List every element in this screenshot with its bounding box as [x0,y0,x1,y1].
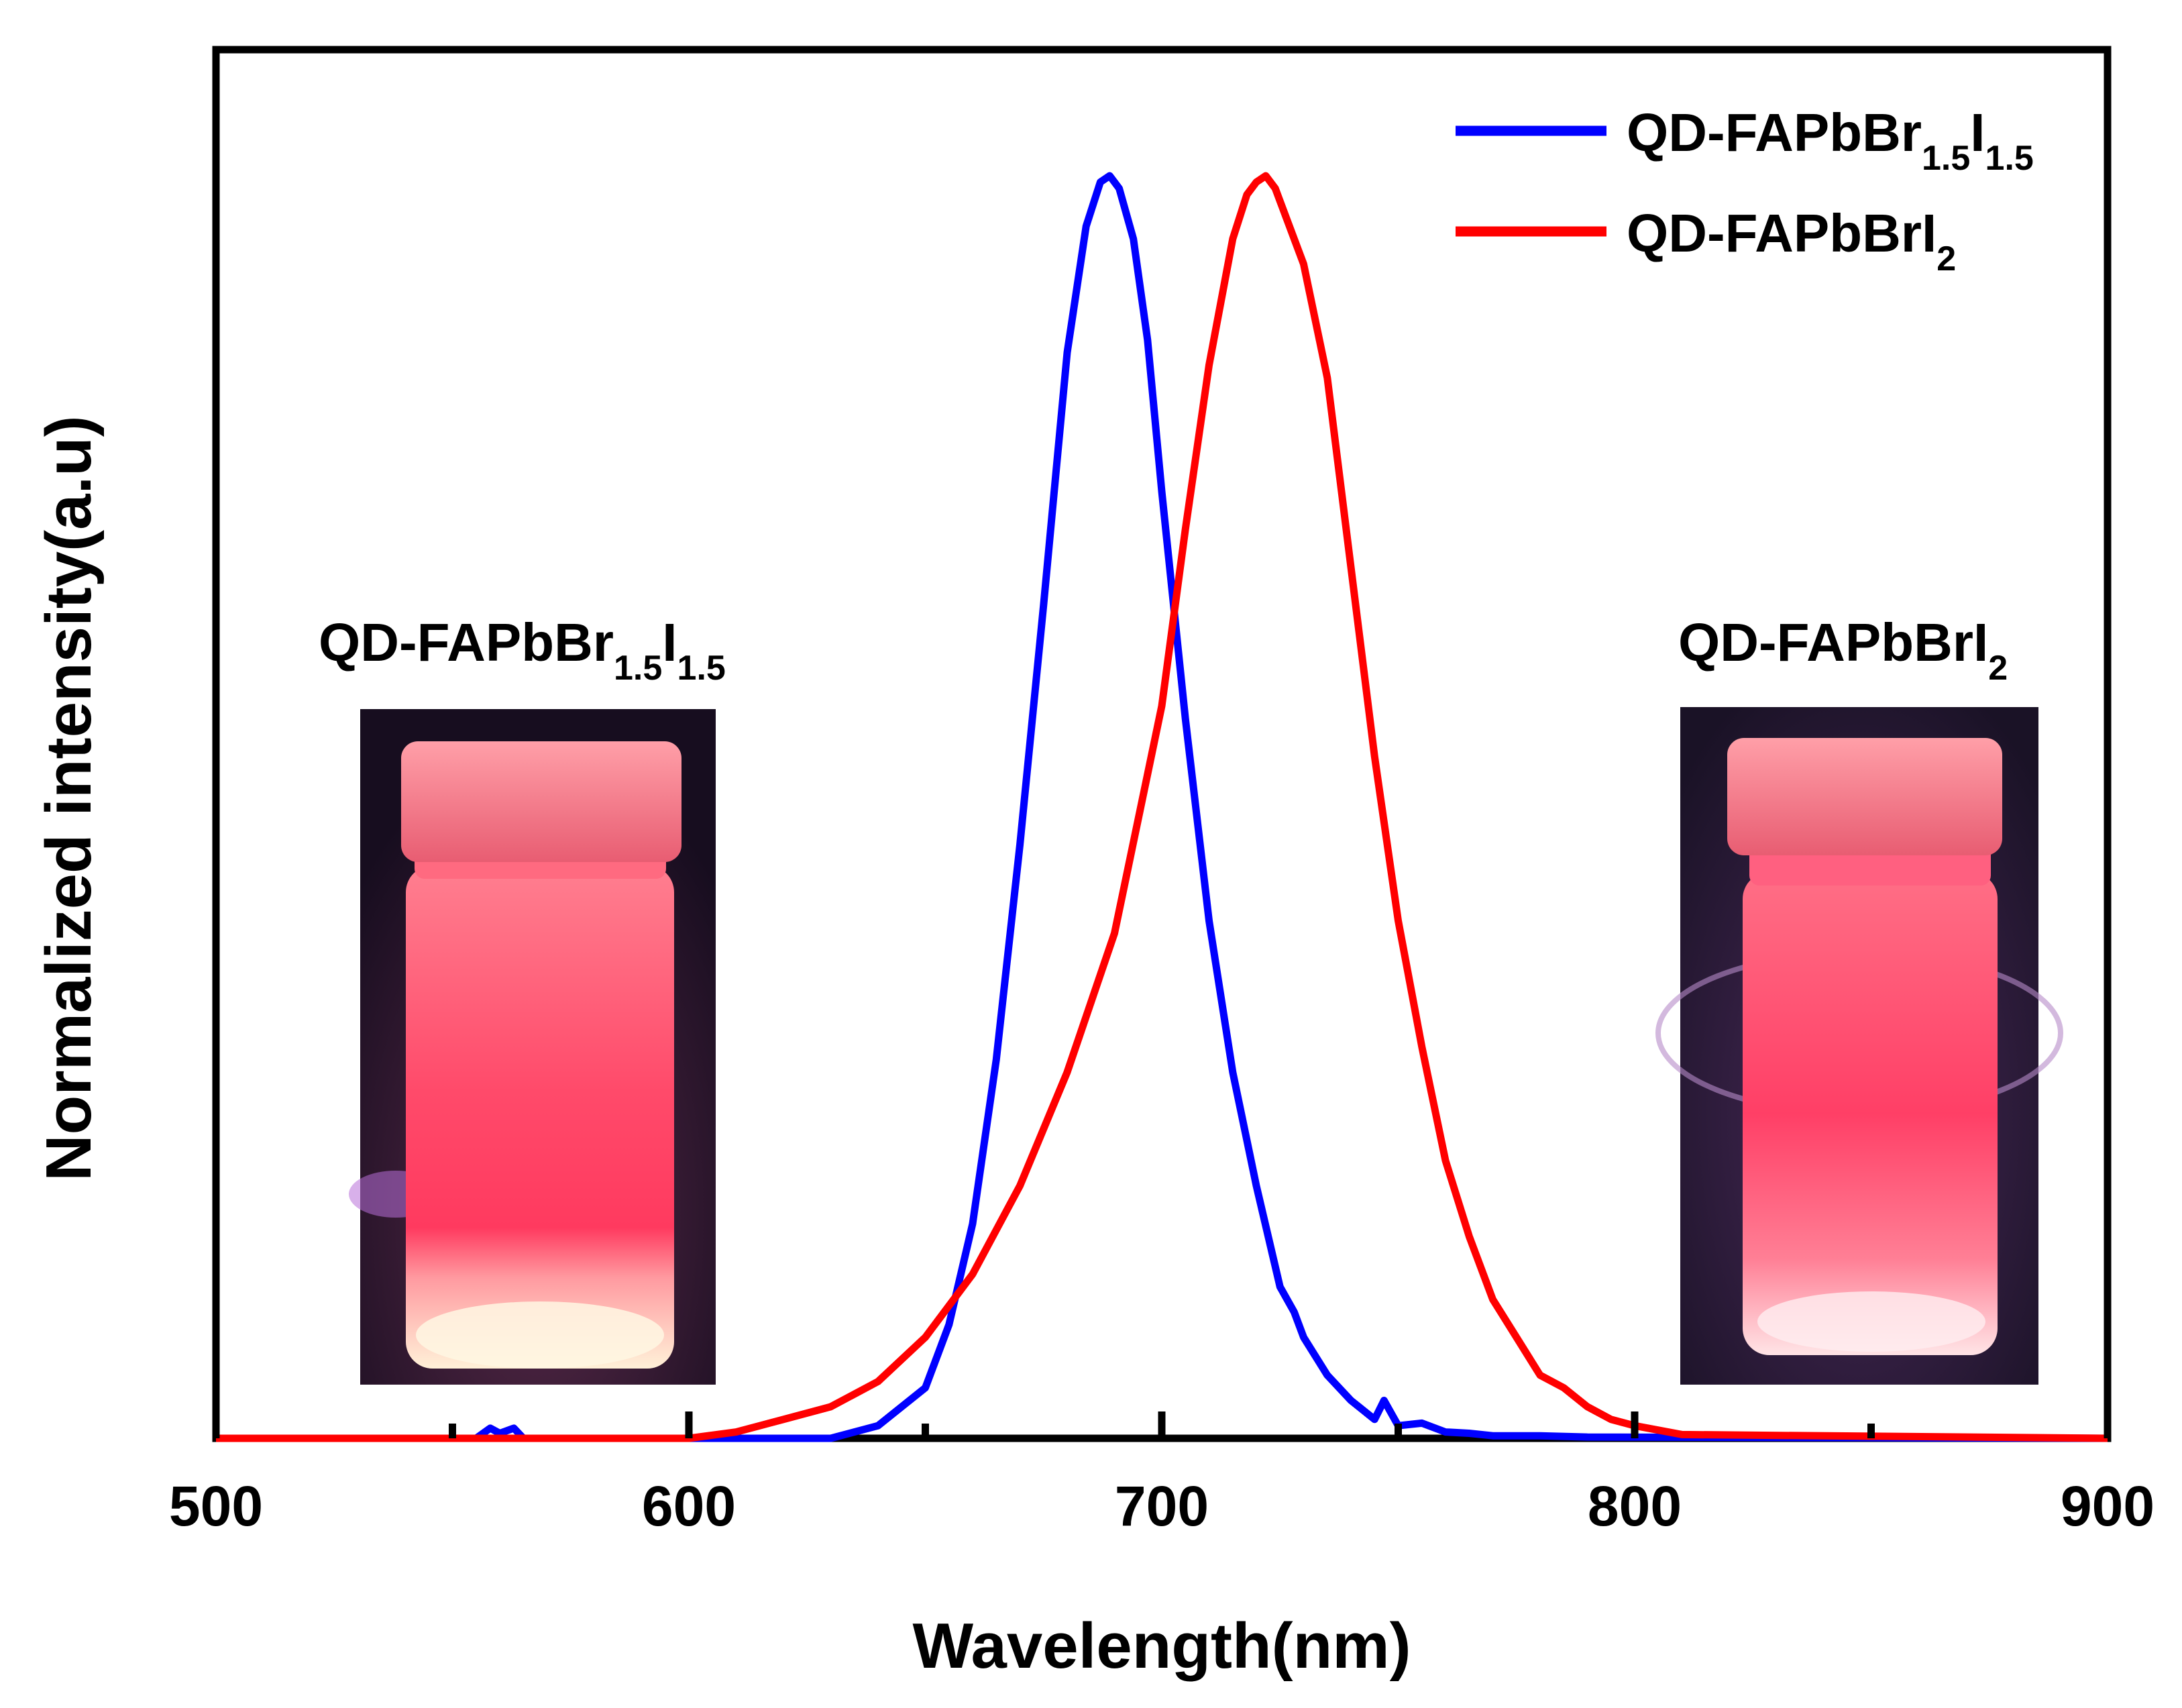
inset-left-title-sub1: 1.5 [614,649,662,688]
x-tick-label-700: 700 [1115,1475,1209,1538]
x-tick-label-900: 900 [2061,1475,2154,1538]
inset-right-title: QD-FAPbBrI2 [1678,612,2008,688]
inset-left-title-mid: I [662,612,677,672]
legend-label-blue-sub1: 1.5 [1922,139,1970,178]
inset-left-vial-body [406,865,674,1369]
x-tick-label-600: 600 [642,1475,736,1538]
series-line-red [216,172,2108,1442]
x-tick-label-500: 500 [169,1475,263,1538]
inset-left [349,709,716,1385]
x-tick-label-800: 800 [1588,1475,1682,1538]
inset-right [1655,707,2063,1385]
legend-label-red: QD-FAPbBrI2 [1627,203,1956,278]
inset-right-vial-body [1743,872,1998,1355]
legend-label-red-sub1: 2 [1936,239,1956,278]
legend-label-blue: QD-FAPbBr1.5I1.5 [1627,103,2034,178]
y-axis-title: Normalized intensity(a.u) [33,415,105,1181]
x-axis-ticks: 500 600 700 800 900 [169,1411,2154,1538]
series-line-blue [216,172,2108,1442]
inset-right-vial-base-glow [1757,1291,1985,1352]
inset-right-title-sub1: 2 [1988,649,2008,688]
series-layer [216,172,2108,1442]
inset-left-title-main: QD-FAPbBr [319,612,614,672]
x-axis-title: Wavelength(nm) [912,1610,1411,1682]
legend-label-blue-mid: I [1970,103,1985,162]
legend: QD-FAPbBr1.5I1.5 QD-FAPbBrI2 [1456,103,2034,278]
inset-right-title-main: QD-FAPbBrI [1678,612,1988,672]
inset-left-vial-cap [401,741,681,862]
inset-left-vial-base-glow [416,1301,664,1369]
legend-label-blue-main: QD-FAPbBr [1627,103,1922,162]
inset-right-vial-cap [1727,738,2002,855]
inset-left-title: QD-FAPbBr1.5I1.5 [319,612,726,688]
legend-label-blue-sub2: 1.5 [1985,139,2034,178]
legend-label-red-main: QD-FAPbBrI [1627,203,1936,263]
inset-left-title-sub2: 1.5 [677,649,726,688]
